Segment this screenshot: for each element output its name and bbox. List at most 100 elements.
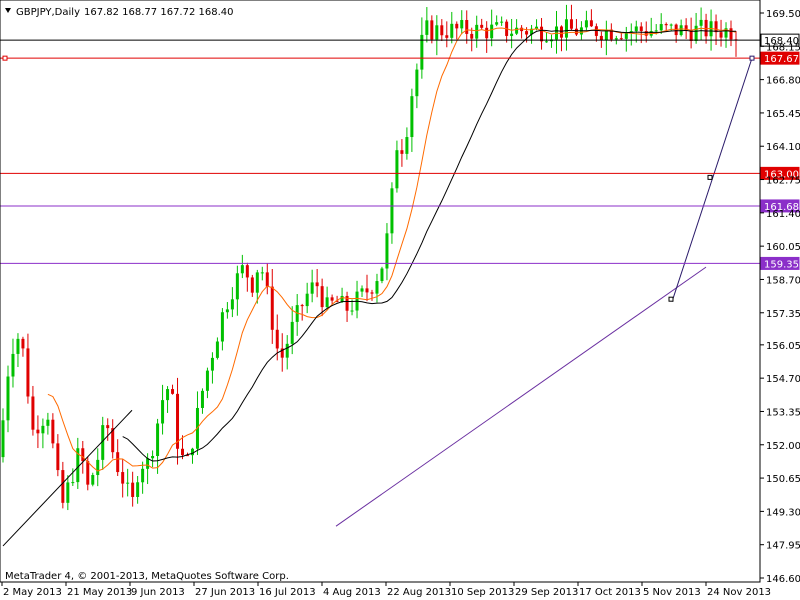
candle-body [510,33,514,36]
bull-candle [225,302,229,319]
trendline-early [2,409,133,547]
bull-candle [46,412,50,435]
candle-body [540,26,544,42]
candle-body [176,393,180,449]
bear-candle [440,19,444,41]
bull-candle [679,19,683,37]
candle-body [495,22,499,25]
bull-candle [475,15,479,48]
bear-candle [455,21,459,40]
candle-body [619,38,623,40]
bear-candle [430,15,434,44]
candle-body [106,425,110,429]
level-handle-left [2,55,8,61]
candle-body [609,29,613,40]
bear-candle [176,377,180,465]
y-tick-label: 154.70 [766,374,800,385]
bull-candle [141,461,145,494]
candle-body [61,470,65,503]
bear-candle [594,23,598,42]
candle-body [659,24,663,31]
bull-candle [235,265,239,316]
bear-candle [265,263,269,295]
candle-body [46,419,50,426]
y-tick-label: 168.15 [766,42,800,53]
candle-body [151,455,155,459]
bull-candle [564,4,568,51]
bull-candle [694,12,698,44]
ohlc-readout: 167.82 168.77 167.72 168.40 [84,7,234,18]
candle-body [400,150,404,154]
bull-candle [190,447,194,464]
bull-candle [415,63,419,109]
bull-candle [340,287,344,303]
x-tick-label: 29 Sep 2013 [515,587,578,598]
bull-candle [66,475,70,511]
bear-candle [480,18,484,30]
bear-candle [370,289,374,301]
level-163-00: 163.00 [0,166,800,180]
bear-candle [51,413,55,449]
candle-body [455,23,459,29]
candle-body [594,26,598,36]
bull-candle [126,468,130,497]
candle-body [250,277,254,293]
bear-candle [181,435,185,460]
candle-body [141,468,145,483]
bear-candle [689,17,693,49]
candle-body [86,461,90,485]
bear-candle [619,33,623,41]
candle-body [475,24,479,39]
bear-candle [520,25,524,39]
bear-candle [36,415,40,449]
bull-candle [11,338,15,388]
candle-body [185,455,189,457]
candle-body [116,452,120,473]
candle-body [704,19,708,37]
candle-body [285,343,289,358]
bull-candle [260,266,264,281]
bull-candle [360,285,364,298]
candle-body [166,389,170,401]
level-161-68: 161.68 [0,199,800,213]
candle-body [26,348,30,397]
symbol-label: GBPJPY,Daily [16,7,80,18]
candle-body [171,389,175,394]
bull-candle [230,287,234,318]
ma-fast-line [47,27,737,472]
y-tick-label: 156.05 [766,341,800,352]
candle-body [694,25,698,42]
bear-candle [116,439,120,476]
bull-candle [545,32,549,43]
candle-body [340,295,344,302]
bull-candle [240,254,244,279]
bear-candle [470,27,474,52]
candle-body [161,400,165,424]
candle-body [729,28,733,40]
y-tick-label: 153.35 [766,407,800,418]
candle-body [450,23,454,38]
candle-body [684,25,688,31]
bull-candle [166,386,170,413]
bull-candle [310,269,314,303]
bear-candle [280,333,284,372]
bull-candle [495,15,499,27]
level-price-badge [760,199,800,213]
bull-candle [41,418,45,449]
x-tick-label: 16 Jul 2013 [259,587,316,598]
x-tick-label: 22 Aug 2013 [387,587,451,598]
candle-body [16,338,20,354]
candle-body [425,20,429,35]
bear-candle [465,10,469,44]
bull-candle [395,140,399,193]
candle-body [21,338,25,349]
bear-candle [106,418,110,441]
y-tick-label: 157.35 [766,309,800,320]
bear-candle [61,461,65,509]
bull-candle [210,352,214,384]
chart-menu-triangle-icon[interactable] [5,8,11,13]
bull-candle [76,437,80,489]
bull-candle [410,88,414,152]
